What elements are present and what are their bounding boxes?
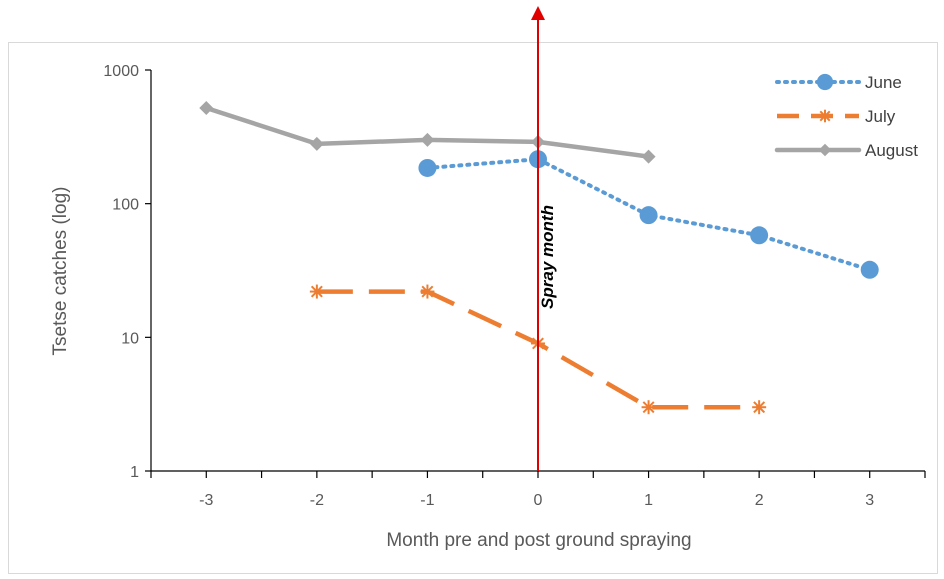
legend-item-june: June — [775, 73, 902, 92]
series-july-point — [752, 400, 767, 415]
legend: June July August — [774, 73, 918, 160]
spray-month-arrow-head — [531, 6, 545, 20]
star-stroke — [642, 401, 655, 414]
legend-august-marker — [818, 143, 832, 157]
x-tick-label: 2 — [755, 492, 764, 509]
series-july-point — [309, 284, 324, 299]
series-june-point — [750, 226, 769, 245]
axes: 1 10 100 1000 -3 -2 -1 0 1 2 3 — [103, 63, 926, 509]
series-august-point — [309, 136, 324, 151]
series-june-point — [860, 260, 879, 279]
legend-july-label: July — [865, 107, 896, 126]
series-june-point — [418, 158, 437, 177]
legend-item-august: August — [774, 141, 918, 160]
series-august-point — [420, 132, 435, 147]
x-tick-label: 0 — [534, 492, 543, 509]
x-tick-label: -2 — [310, 492, 324, 509]
x-tick-label: -3 — [199, 492, 213, 509]
chart-frame — [8, 42, 938, 574]
spray-month-label: Spray month — [538, 205, 557, 309]
series-july-point — [641, 400, 656, 415]
series-july-point — [420, 284, 435, 299]
annotation-layer: Spray month — [531, 6, 557, 471]
legend-august-label: August — [865, 141, 918, 160]
x-tick-label: -1 — [420, 492, 434, 509]
legend-june-label: June — [865, 73, 902, 92]
y-tick-label: 10 — [121, 330, 139, 347]
legend-july-marker — [818, 109, 832, 123]
x-tick-label: 3 — [865, 492, 874, 509]
star-stroke — [310, 285, 323, 298]
series-august-point — [641, 149, 656, 164]
series-august-line — [204, 105, 651, 159]
star-stroke — [753, 401, 766, 414]
series-june — [418, 150, 879, 279]
x-tick-label: 1 — [644, 492, 653, 509]
y-tick-label: 100 — [112, 197, 139, 214]
series-layer — [199, 100, 879, 415]
series-june-point — [639, 206, 658, 225]
series-august — [199, 100, 656, 164]
y-tick-label: 1 — [130, 464, 139, 481]
series-august-point — [199, 100, 214, 115]
star-stroke — [421, 285, 434, 298]
legend-item-july: July — [777, 107, 896, 126]
x-axis-title: Month pre and post ground spraying — [386, 530, 691, 551]
legend-june-marker — [816, 73, 834, 91]
y-axis-title: Tsetse catches (log) — [50, 187, 71, 356]
star-stroke — [819, 110, 831, 122]
y-tick-label: 1000 — [103, 63, 139, 80]
